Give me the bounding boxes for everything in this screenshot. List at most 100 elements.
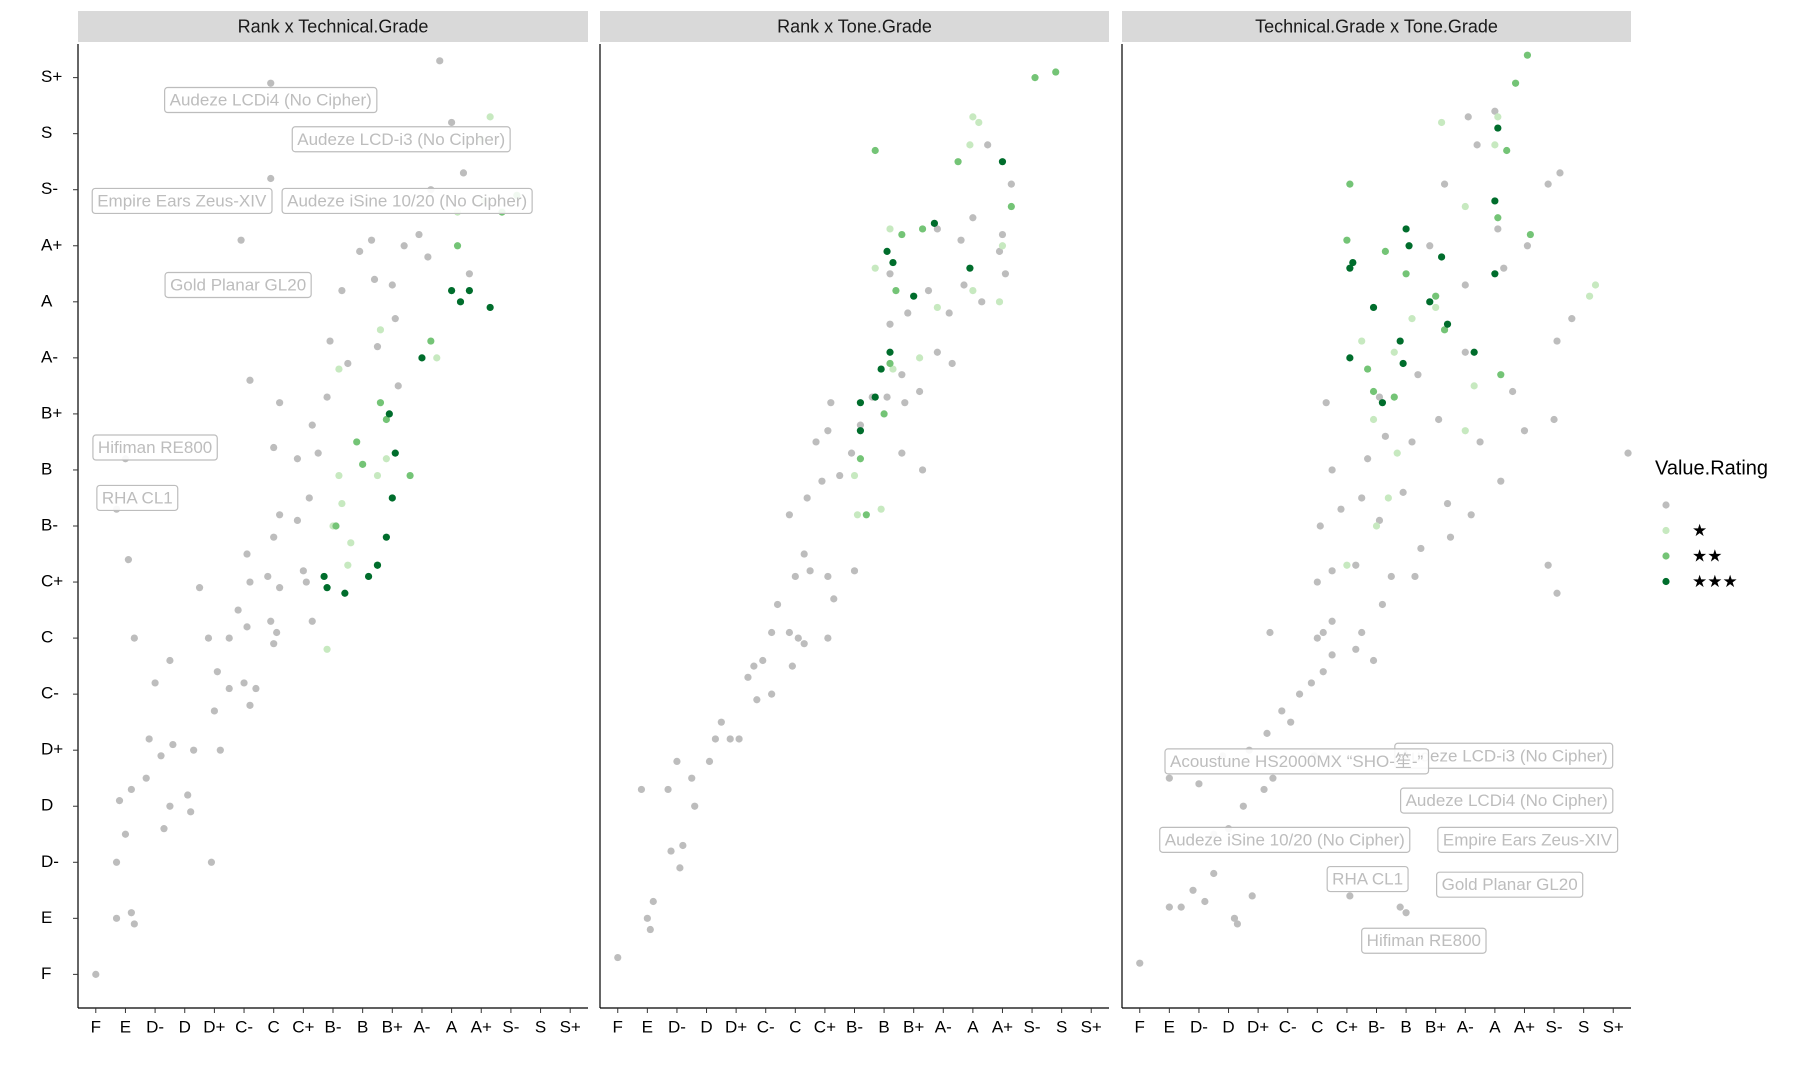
point — [1136, 959, 1144, 967]
point — [1544, 561, 1552, 569]
point — [459, 169, 468, 177]
point — [427, 337, 435, 345]
point — [768, 628, 776, 637]
y-tick-label: S — [41, 123, 52, 142]
x-tick-label: D- — [146, 1017, 164, 1036]
x-tick-label: A- — [1457, 1017, 1474, 1036]
point — [711, 735, 720, 743]
point — [918, 225, 927, 233]
point — [1239, 802, 1247, 810]
point — [916, 387, 924, 396]
annotation: Hifiman RE800 — [1361, 927, 1487, 954]
point — [1387, 572, 1395, 581]
point — [1358, 337, 1366, 345]
point — [1405, 242, 1413, 250]
x-tick-label: S- — [502, 1017, 519, 1036]
point — [918, 466, 927, 474]
point — [166, 656, 174, 665]
point — [1500, 264, 1508, 272]
point — [933, 225, 941, 233]
point — [293, 455, 302, 463]
point — [883, 393, 891, 401]
point — [308, 617, 316, 625]
annotation-box — [291, 126, 511, 153]
annotation-label: Gold Planar GL20 — [170, 275, 306, 294]
annotation: Audeze iSine 10/20 (No Cipher) — [1159, 826, 1411, 853]
point — [347, 539, 355, 547]
point — [124, 556, 133, 564]
point — [359, 460, 367, 468]
point — [465, 287, 473, 295]
point — [649, 897, 657, 906]
annotation-box — [1437, 826, 1619, 853]
y-tick-label: A+ — [41, 235, 62, 254]
point — [112, 914, 121, 922]
point — [1491, 141, 1499, 149]
annotation: RHA CL1 — [96, 484, 179, 512]
point — [856, 427, 865, 435]
point — [773, 600, 782, 609]
point — [252, 684, 260, 693]
x-tick-label: A — [446, 1017, 458, 1036]
point — [1491, 197, 1499, 205]
y-tick-label: A- — [41, 347, 58, 366]
point — [1201, 897, 1209, 906]
annotation-label: Acoustune HS2000MX “SHO-笙-” — [1170, 752, 1424, 771]
point — [871, 146, 879, 155]
point — [169, 740, 177, 749]
point — [1230, 914, 1239, 922]
annotation-label: Gold Planar GL20 — [1442, 875, 1578, 894]
point — [335, 365, 343, 373]
point — [353, 438, 361, 446]
point — [1503, 146, 1511, 155]
point — [667, 847, 675, 855]
annotation-box — [1326, 865, 1409, 893]
point — [1372, 522, 1381, 530]
point — [856, 421, 865, 429]
point — [800, 550, 808, 558]
x-tick-label: C — [789, 1017, 801, 1036]
y-tick-label: C+ — [41, 572, 63, 591]
point — [276, 399, 284, 407]
point — [753, 696, 761, 704]
point — [486, 303, 494, 312]
point — [1343, 236, 1351, 244]
x-tick-label: A- — [935, 1017, 952, 1036]
point — [1473, 141, 1481, 149]
point — [1165, 774, 1173, 782]
point — [391, 449, 399, 457]
point — [948, 359, 956, 368]
x-tick-label: B — [357, 1017, 368, 1036]
point — [1396, 337, 1404, 345]
point — [750, 662, 758, 670]
point — [1426, 298, 1434, 306]
point — [373, 343, 382, 351]
point — [190, 746, 198, 754]
point — [871, 264, 879, 272]
annotation: Gold Planar GL20 — [1436, 871, 1584, 898]
point — [995, 247, 1004, 255]
annotation-label: Audeze LCD-i3 (No Cipher) — [1400, 746, 1608, 765]
point — [998, 158, 1007, 166]
point — [1007, 202, 1015, 211]
x-tick-label: B — [1400, 1017, 1411, 1036]
point — [1263, 729, 1271, 737]
y-tick-label: D+ — [41, 740, 63, 759]
point — [673, 757, 681, 765]
point — [406, 471, 414, 480]
y-tick-label: C- — [41, 684, 59, 703]
point — [910, 292, 918, 300]
point — [364, 572, 373, 581]
point — [320, 572, 328, 581]
point — [1461, 281, 1469, 289]
point — [886, 359, 894, 368]
point — [246, 578, 254, 586]
point — [1393, 449, 1401, 457]
point — [886, 225, 894, 233]
point — [1352, 645, 1360, 653]
point — [204, 634, 213, 642]
point — [691, 802, 699, 810]
point — [886, 320, 894, 328]
annotation: Empire Ears Zeus-XIV — [91, 187, 273, 215]
point — [847, 449, 856, 457]
